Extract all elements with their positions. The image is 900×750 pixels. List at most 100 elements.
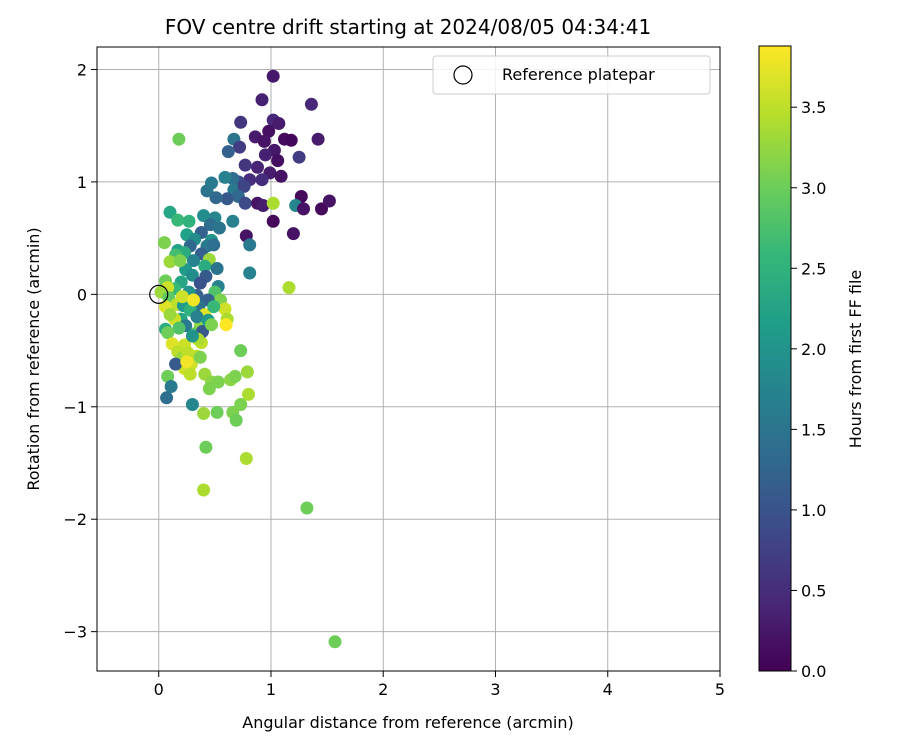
data-point-134	[161, 326, 175, 340]
data-point-42	[322, 194, 336, 208]
data-point-51	[197, 209, 211, 223]
data-point-2	[255, 93, 269, 107]
data-point-54	[212, 221, 226, 235]
data-point-21	[233, 140, 247, 154]
data-point-89	[242, 387, 255, 401]
y-tick-label-5: 2	[77, 60, 87, 79]
data-point-92	[229, 413, 243, 427]
colorbar-tick-label-2: 1.0	[801, 501, 826, 520]
data-point-27	[218, 170, 232, 184]
data-point-18	[274, 169, 288, 183]
data-point-140	[169, 357, 183, 371]
data-point-61	[198, 259, 212, 273]
colorbar-label: Hours from first FF file	[846, 270, 865, 449]
colorbar-tick-label-7: 3.5	[801, 98, 826, 117]
data-point-48	[243, 238, 257, 252]
y-tick-label-2: −1	[63, 398, 87, 417]
data-points	[149, 69, 342, 649]
x-tick-label-0: 0	[154, 680, 164, 699]
data-point-58	[207, 238, 221, 252]
data-point-88	[240, 365, 254, 379]
data-point-94	[197, 407, 211, 420]
data-point-14	[271, 154, 285, 168]
data-point-1	[304, 97, 318, 111]
data-point-83	[211, 375, 225, 389]
data-point-9	[257, 134, 271, 148]
y-axis-label: Rotation from reference (arcmin)	[24, 227, 43, 490]
colorbar-tick-label-4: 2.0	[801, 340, 826, 359]
data-point-101	[172, 132, 186, 146]
data-point-155	[180, 355, 194, 369]
data-point-143	[160, 391, 174, 405]
colorbar: 0.0 0.5 1.0 1.5 2.0 2.5 3.0 3.5 Hours from firs…	[758, 45, 865, 681]
data-point-118	[163, 255, 177, 269]
y-tick-label-4: 1	[77, 173, 87, 192]
legend-box	[432, 55, 711, 95]
data-point-35	[238, 196, 252, 210]
colorbar-tick-label-3: 1.5	[801, 420, 826, 439]
chart-title: FOV centre drift starting at 2024/08/05 …	[165, 15, 651, 39]
data-point-44	[266, 214, 280, 228]
data-point-111	[157, 236, 171, 250]
data-point-141	[161, 369, 175, 383]
data-point-32	[209, 191, 223, 205]
data-point-62	[210, 262, 224, 275]
data-point-22	[221, 145, 235, 159]
x-axis-label: Angular distance from reference (arcmin)	[242, 713, 573, 732]
data-point-23	[238, 158, 252, 172]
legend-marker-reference	[453, 65, 473, 85]
data-point-45	[286, 227, 300, 241]
data-point-148	[207, 300, 221, 314]
y-tick-label-0: −3	[63, 623, 87, 642]
data-point-114	[185, 268, 199, 282]
data-point-7	[262, 124, 276, 138]
data-point-112	[187, 254, 200, 268]
data-point-93	[210, 405, 224, 419]
data-point-69	[219, 318, 233, 332]
data-point-34	[205, 176, 218, 190]
data-point-79	[183, 367, 197, 381]
plot-frame	[96, 46, 721, 672]
data-point-3	[311, 132, 325, 146]
data-point-95	[185, 398, 199, 411]
x-tick-label-1: 1	[266, 680, 276, 699]
x-tick-label-3: 3	[490, 680, 500, 699]
data-point-86	[228, 369, 242, 383]
data-point-47	[226, 214, 240, 228]
data-point-15	[251, 160, 264, 174]
data-point-132	[172, 321, 186, 335]
colorbar-tick-label-6: 3.0	[801, 179, 826, 198]
data-point-49	[243, 266, 257, 280]
legend: Reference platepar	[432, 55, 711, 95]
data-point-84	[202, 382, 216, 396]
data-point-31	[220, 192, 234, 206]
grid-lines	[97, 47, 721, 671]
x-tick-label-5: 5	[715, 680, 725, 699]
data-point-80	[193, 350, 207, 364]
data-point-104	[182, 214, 196, 228]
colorbar-tick-label-0: 0.0	[801, 662, 826, 681]
data-point-116	[193, 276, 207, 290]
data-point-6	[272, 117, 286, 130]
data-point-17	[255, 173, 269, 187]
data-point-152	[173, 254, 187, 268]
data-point-11	[284, 133, 298, 147]
data-point-37	[256, 199, 270, 212]
data-point-151	[185, 329, 199, 343]
data-point-149	[205, 318, 218, 332]
x-tick-label-4: 4	[603, 680, 613, 699]
y-tick-label-1: −2	[63, 510, 87, 529]
x-tick-label-2: 2	[378, 680, 388, 699]
y-tick-label-3: 0	[77, 285, 87, 304]
colorbar-tick-label-1: 0.5	[801, 581, 826, 600]
colorbar-ticks: 0.0 0.5 1.0 1.5 2.0 2.5 3.0 3.5	[791, 98, 826, 681]
data-point-29	[237, 179, 251, 193]
data-point-4	[292, 150, 306, 164]
data-point-100	[328, 635, 342, 649]
data-point-40	[297, 202, 310, 216]
data-point-99	[300, 501, 314, 515]
data-point-41	[315, 202, 328, 216]
colorbar-tick-label-5: 2.5	[801, 259, 826, 278]
data-point-90	[234, 398, 248, 411]
